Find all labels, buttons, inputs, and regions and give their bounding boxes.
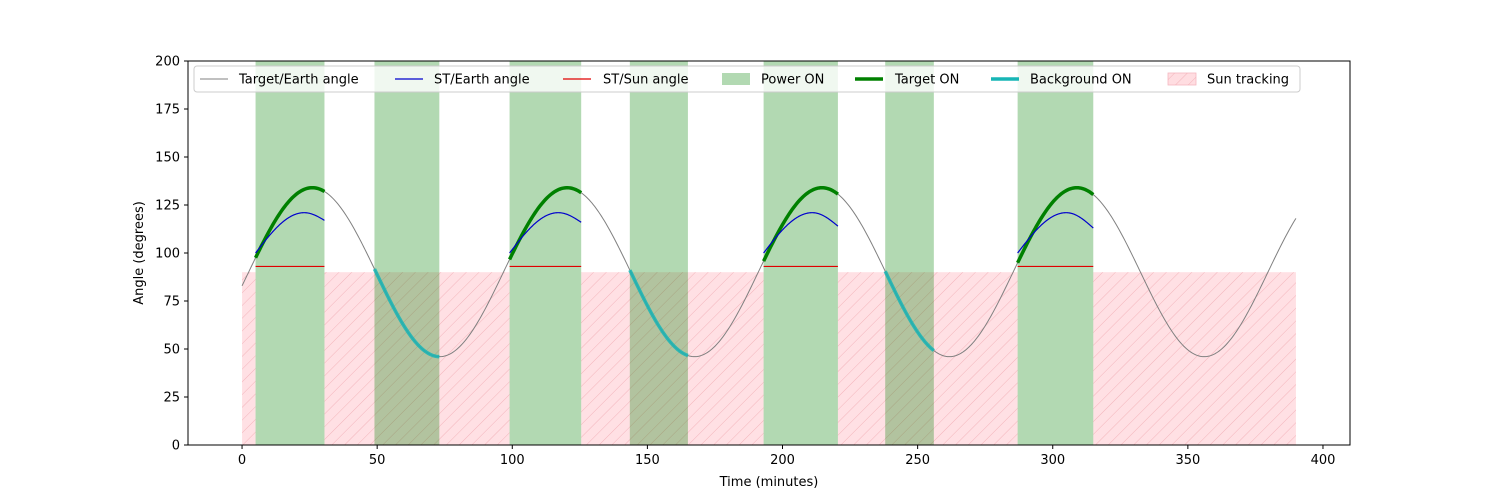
y-tick-label: 125 <box>155 199 180 214</box>
legend-handle-hatch-sun-tracking <box>1168 73 1196 85</box>
background-on-line <box>372 268 440 359</box>
sun-tracking-hatch <box>581 272 764 445</box>
power-on-band <box>509 61 582 445</box>
legend-label-target-on: Target ON <box>894 73 959 88</box>
y-tick-label: 75 <box>163 295 180 310</box>
y-tick-label: 100 <box>155 247 180 262</box>
legend-label-power-on: Power ON <box>761 73 824 88</box>
st-earth-angle-line <box>1017 212 1094 254</box>
y-tick-label: 175 <box>155 103 180 118</box>
target-on-line <box>508 185 583 261</box>
x-tick-label: 100 <box>500 453 525 468</box>
st-earth-angle-line <box>763 212 839 254</box>
y-tick-label: 0 <box>172 439 180 454</box>
lines-layer <box>241 185 1297 359</box>
legend-label-st-sun-angle: ST/Sun angle <box>603 73 689 88</box>
background-on-line <box>883 270 935 352</box>
background-on-line <box>628 269 689 358</box>
sun-tracking-hatch <box>1093 272 1296 445</box>
x-tick-label: 150 <box>635 453 660 468</box>
x-tick-label: 50 <box>369 453 386 468</box>
power-on-band <box>255 61 325 445</box>
power-on-band <box>763 61 838 445</box>
x-tick-label: 350 <box>1175 453 1200 468</box>
power-on-band <box>629 61 688 445</box>
legend-box <box>193 65 1301 93</box>
power-on-band <box>1017 61 1094 445</box>
legend-label-sun-tracking: Sun tracking <box>1207 73 1289 88</box>
st-earth-angle-line <box>509 212 582 254</box>
legend-label-st-earth-angle: ST/Earth angle <box>434 73 530 88</box>
y-tick-label: 50 <box>163 343 180 358</box>
y-tick-label: 200 <box>155 55 180 70</box>
x-axis-label: Time (minutes) <box>719 475 819 490</box>
power-on-band <box>374 61 440 445</box>
power-on-band <box>885 61 934 445</box>
x-tick-label: 0 <box>238 453 246 468</box>
legend-label-background-on: Background ON <box>1030 73 1132 88</box>
sun-tracking-hatch <box>324 272 510 445</box>
sun-tracking-hatch <box>242 272 256 445</box>
x-tick-label: 200 <box>770 453 795 468</box>
x-tick-label: 250 <box>905 453 930 468</box>
st-earth-angle-line <box>255 212 325 254</box>
y-axis-label: Angle (degrees) <box>132 201 147 305</box>
y-tick-label: 25 <box>163 391 180 406</box>
sun-tracking-hatch <box>837 272 1018 445</box>
y-tick-label: 150 <box>155 151 180 166</box>
legend-label-target-earth-angle: Target/Earth angle <box>238 73 359 88</box>
legend: Target/Earth angle ST/Earth angle ST/Sun a… <box>193 65 1301 93</box>
bands-layer <box>242 61 1296 445</box>
axes-layer: 0 50 100 150 200 250 300 350 400 0 25 50 75 100 125 150… <box>155 55 1351 468</box>
target-on-line <box>253 185 326 259</box>
x-tick-label: 400 <box>1311 453 1336 468</box>
x-tick-label: 300 <box>1040 453 1065 468</box>
legend-handle-power-on <box>722 73 750 85</box>
